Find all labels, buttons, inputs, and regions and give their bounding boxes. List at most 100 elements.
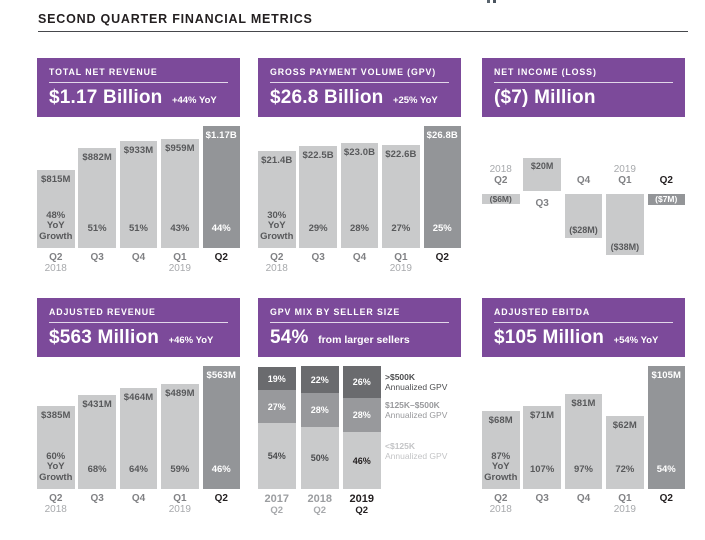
metric-value-line: $1.17 Billion +44% YoY [49,87,228,109]
bar-growth-label: 43% [170,222,190,234]
category-label-q2: Q2 [214,493,228,504]
header-underline [270,322,449,323]
metric-header: ADJUSTED EBITDA $105 Million +54% YoY [482,298,685,357]
stack-segment: 28% [343,398,381,432]
legend-sublabel: Annualized GPV [385,409,448,420]
metric-value: $563 Million [49,327,160,348]
stack-segment-label: 27% [267,401,286,412]
metric-value-suffix: from larger sellers [318,334,410,346]
category-label-q1-2019: Q1 2019 [389,252,412,274]
bar-q3: $431M 68% [78,395,116,489]
bar-q1-2019: $489M 59% [161,384,199,489]
category-label-q2: Q2 [659,493,673,504]
bar-q2: $1.17B 44% [202,126,240,248]
bar-2018-q2: ($6M) [482,194,520,204]
category-label-2018-q2: 2018 Q2 [307,493,332,516]
bar-q3: $20M [523,158,561,191]
stack-segment: 26% [343,366,381,398]
category-label-2019-q1: 2019 Q1 [613,164,636,186]
bar-value-label: $23.0B [343,147,376,158]
metric-yoy-delta: +44% YoY [171,95,217,106]
bar-value-label: $22.6B [385,149,417,160]
category-label-q3: Q3 [90,493,104,504]
bar-value-label: $933M [123,145,154,156]
stack-segment-label: 28% [352,410,371,420]
bar-growth-label: 68% [87,463,107,475]
bar-value-label: $959M [165,143,195,154]
page-title: SECOND QUARTER FINANCIAL METRICS [38,12,313,26]
chart-gross-payment-volume: $21.4B 30% YoY Growth $22.5B 29% $23.0B 28% $22.… [258,117,461,274]
bar-q4: ($28M) [564,194,603,238]
stack-segment-label: 46% [352,455,371,466]
metric-title: TOTAL NET REVENUE [49,67,158,77]
bar-value-label: $815M [40,174,71,185]
category-label-q2-2018: Q2 2018 [44,252,67,274]
bar-q2: $26.8B 25% [423,126,461,248]
bar-value-label: ($7M) [655,194,678,204]
bar-growth-label: 54% [656,463,676,475]
bar-q2-2018: $21.4B 30% YoY Growth [258,151,296,248]
metric-title: NET INCOME (LOSS) [494,67,597,77]
bar-growth-label: 46% [211,463,231,475]
bar-q4: $464M 64% [119,388,158,489]
metric-value-line: $563 Million +46% YoY [49,327,228,349]
category-label-q3: Q3 [311,252,325,263]
bar-q3: $22.5B 29% [299,146,337,248]
stack-segment-label: 54% [267,451,286,461]
stack-segment: 19% [258,367,296,390]
stack-segment-label: 26% [352,377,371,387]
metric-header: GPV MIX BY SELLER SIZE 54% from larger s… [258,298,461,357]
bar-q4: $933M 51% [119,141,158,248]
category-label-q3: Q3 [90,252,104,263]
legend-sublabel: Annualized GPV [385,381,448,392]
bar-value-label: $22.5B [302,150,334,161]
chart-adjusted-revenue: $385M 60% YoY Growth $431M 68% $464M 64% $489M 59… [37,357,240,515]
metric-value-line: $105 Million +54% YoY [494,327,673,349]
panel-adjusted-revenue: ADJUSTED REVENUE $563 Million +46% YoY $… [37,298,240,522]
bar-growth-label: 107% [529,463,555,475]
bar-growth-label: 28% [349,222,369,234]
stack-segment-label: 19% [267,373,286,384]
bar-value-label: ($38M) [610,242,640,252]
bar-growth-label: 87% YoY Growth [484,450,518,483]
category-label-2019-q2: 2019 Q2 [349,493,374,516]
bar-growth-label: 51% [128,222,148,234]
metric-value: ($7) Million [494,87,596,108]
bar-value-label: $563M [206,370,237,381]
bar-value-label: $105M [651,370,682,381]
category-label-q2-2018: Q2 2018 [265,252,288,274]
metric-header: TOTAL NET REVENUE $1.17 Billion +44% YoY [37,58,240,117]
metric-value-line: ($7) Million [494,87,673,109]
category-label-q2: Q2 [214,252,228,263]
stacked-column-2017-q2: 19% 27% 54% [258,367,296,489]
bars-area: ($6M) 2018 Q2 $20M Q3 ($28M) Q4 ($38M) 2019 Q1 ($7… [482,117,685,255]
legend-sublabel: Annualized GPV [385,450,448,461]
stack-segment: 27% [258,390,296,423]
bar-growth-label: 59% [170,463,190,475]
header-underline [494,82,673,83]
category-label-q1-2019: Q1 2019 [168,493,191,515]
bar-q2-2018: $385M 60% YoY Growth [37,406,75,489]
metric-yoy-delta: +46% YoY [168,335,214,346]
stack-segment: 22% [301,366,339,393]
header-underline [49,322,228,323]
stacked-column-2019-q2: 26% 28% 46% [343,366,381,489]
bars-area: 19% 27% 54% 22% 28% 50% 26% 28% 46% >$500K Annuali… [258,357,461,489]
bar-q2-2018: $815M 48% YoY Growth [37,170,75,248]
bar-growth-label: 25% [432,222,452,234]
bar-value-label: $385M [40,410,71,421]
bar-q1-2019: $22.6B 27% [382,145,420,248]
bar-value-label: $68M [488,415,513,426]
panel-net-income-loss: NET INCOME (LOSS) ($7) Million ($6M) 2018… [482,58,685,282]
bar-growth-label: 64% [128,463,148,475]
legend-item: $125K–$500K Annualized GPV [385,400,471,420]
bars-area: $68M 87% YoY Growth $71M 107% $81M 97% $62M 72% $1… [482,357,685,489]
legend-item: <$125K Annualized GPV [385,441,471,461]
header-underline [49,82,228,83]
stack-segment: 46% [343,432,381,489]
bar-growth-label: 51% [87,222,107,234]
category-label-q4: Q4 [131,493,146,504]
panel-total-net-revenue: TOTAL NET REVENUE $1.17 Billion +44% YoY… [37,58,240,282]
metric-value: $105 Million [494,327,605,348]
stack-segment: 28% [301,393,339,427]
